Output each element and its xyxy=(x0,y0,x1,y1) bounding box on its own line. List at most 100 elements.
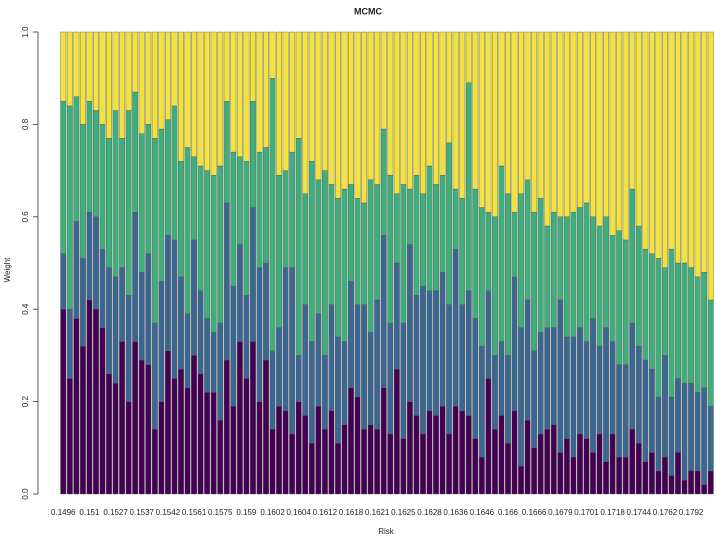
bar-segment xyxy=(348,281,354,388)
bar-segment xyxy=(289,151,296,268)
bar-segment xyxy=(256,267,263,402)
bar-segment xyxy=(86,299,93,495)
bar-segment xyxy=(361,304,368,430)
bar-segment xyxy=(452,406,459,495)
bar-segment xyxy=(321,355,328,430)
bar-segment xyxy=(184,147,191,315)
bar-segment xyxy=(348,387,354,495)
bar-segment xyxy=(406,31,413,190)
bar-segment xyxy=(485,378,492,495)
bar-segment xyxy=(511,410,518,495)
bar-segment xyxy=(145,253,152,365)
bar-segment xyxy=(662,31,668,268)
bar-segment xyxy=(629,429,636,495)
bar-segment xyxy=(132,31,139,93)
bar-segment xyxy=(400,184,407,324)
bar-segment xyxy=(223,101,230,204)
bar-segment xyxy=(590,318,596,453)
bar-segment xyxy=(164,350,171,495)
bar-segment xyxy=(138,359,145,495)
bar-segment xyxy=(308,341,315,444)
bar-segment xyxy=(478,207,485,347)
x-tick-label: 0.1679 xyxy=(548,508,573,517)
bar-segment xyxy=(60,31,67,102)
bar-segment xyxy=(197,373,204,495)
bar-segment xyxy=(184,313,191,388)
bar-segment xyxy=(544,31,551,227)
bar-segment xyxy=(406,188,413,245)
bar-segment xyxy=(491,216,498,356)
bar-segment xyxy=(341,424,348,495)
bar-segment xyxy=(433,31,439,185)
bar-segment xyxy=(675,262,681,379)
bar-segment xyxy=(328,31,335,185)
bar-segment xyxy=(616,456,623,495)
bar-segment xyxy=(596,31,603,227)
chart-title: MCMC xyxy=(354,6,382,16)
bar-segment xyxy=(446,31,453,144)
bar-segment xyxy=(112,276,119,384)
bar-segment xyxy=(367,332,374,425)
bar-segment xyxy=(616,364,623,458)
bar-segment xyxy=(295,31,302,139)
y-tick-label: 0.6 xyxy=(21,211,30,223)
bar-segment xyxy=(478,456,485,495)
bar-segment xyxy=(354,198,361,305)
bar-segment xyxy=(158,401,165,495)
bar-segment xyxy=(505,31,511,194)
bar-segment xyxy=(106,138,112,268)
x-tick-label: 0.1718 xyxy=(600,508,625,517)
bar-segment xyxy=(701,387,708,485)
x-tick-label: 0.1666 xyxy=(522,508,547,517)
bar-segment xyxy=(498,165,505,342)
bar-segment xyxy=(204,392,211,495)
bar-segment xyxy=(675,452,681,495)
bar-segment xyxy=(688,382,695,472)
bar-segment xyxy=(158,128,165,282)
bar-segment xyxy=(707,470,714,495)
bar-segment xyxy=(420,285,426,435)
bar-segment xyxy=(243,161,250,296)
bar-segment xyxy=(191,156,198,241)
bar-segment xyxy=(263,31,269,148)
bar-segment xyxy=(145,124,152,254)
bar-segment xyxy=(557,216,564,301)
bar-segment xyxy=(151,429,158,495)
bar-segment xyxy=(119,138,126,268)
bar-segment xyxy=(171,31,178,107)
bar-segment xyxy=(73,31,80,97)
bar-segment xyxy=(596,345,603,435)
bar-segment xyxy=(210,31,217,176)
bar-segment xyxy=(675,378,681,453)
bar-segment xyxy=(361,429,368,495)
x-tick-label: 0.166 xyxy=(498,508,519,517)
bar-segment xyxy=(230,31,237,153)
bar-segment xyxy=(328,410,335,495)
bar-segment xyxy=(655,31,662,259)
bar-segment xyxy=(668,31,675,250)
bar-segment xyxy=(367,179,374,333)
bar-segment xyxy=(249,207,256,342)
bar-segment xyxy=(635,31,642,227)
bar-segment xyxy=(302,304,309,416)
bar-segment xyxy=(459,198,466,305)
bar-segment xyxy=(576,207,583,328)
bar-segment xyxy=(243,295,250,379)
bar-segment xyxy=(648,31,655,254)
bar-segment xyxy=(308,31,315,162)
bar-segment xyxy=(642,248,649,361)
x-tick-label: 0.1762 xyxy=(653,508,678,517)
bar-segment xyxy=(223,359,230,495)
bar-segment xyxy=(138,133,145,273)
bar-segment xyxy=(184,387,191,495)
bar-segment xyxy=(393,369,400,495)
bar-segment xyxy=(374,31,381,185)
bar-segment xyxy=(622,239,629,365)
bar-segment xyxy=(106,373,112,495)
bar-segment xyxy=(315,406,322,495)
y-tick-label: 0.4 xyxy=(21,303,30,315)
bar-segment xyxy=(550,424,557,495)
bar-segment xyxy=(138,31,145,134)
x-tick-label: 0.1618 xyxy=(339,508,364,517)
